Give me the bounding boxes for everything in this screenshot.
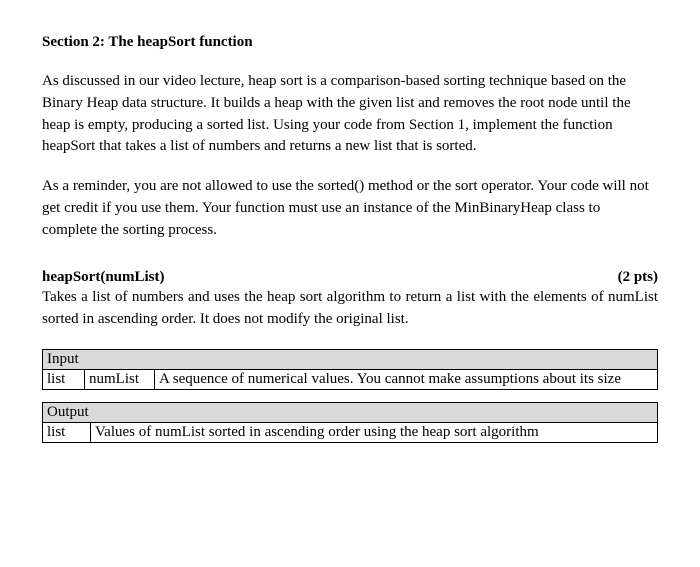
input-type-cell: list	[43, 369, 85, 389]
table-row: list numList A sequence of numerical val…	[43, 369, 658, 389]
table-row: list Values of numList sorted in ascendi…	[43, 422, 658, 442]
function-description: Takes a list of numbers and uses the hea…	[42, 287, 658, 331]
output-type-cell: list	[43, 422, 91, 442]
input-table: Input list numList A sequence of numeric…	[42, 349, 658, 390]
input-name-cell: numList	[85, 369, 155, 389]
output-table: Output list Values of numList sorted in …	[42, 402, 658, 443]
section-paragraph-1: As discussed in our video lecture, heap …	[42, 71, 658, 158]
function-header: heapSort(numList) (2 pts)	[42, 269, 658, 286]
function-points: (2 pts)	[618, 269, 658, 286]
section-title: Section 2: The heapSort function	[42, 34, 658, 51]
output-desc-cell: Values of numList sorted in ascending or…	[91, 422, 658, 442]
input-table-header: Input	[43, 349, 658, 369]
output-table-header: Output	[43, 402, 658, 422]
input-table-header-row: Input	[43, 349, 658, 369]
input-desc-cell: A sequence of numerical values. You cann…	[155, 369, 658, 389]
output-table-header-row: Output	[43, 402, 658, 422]
function-signature: heapSort(numList)	[42, 269, 165, 286]
section-paragraph-2: As a reminder, you are not allowed to us…	[42, 176, 658, 241]
